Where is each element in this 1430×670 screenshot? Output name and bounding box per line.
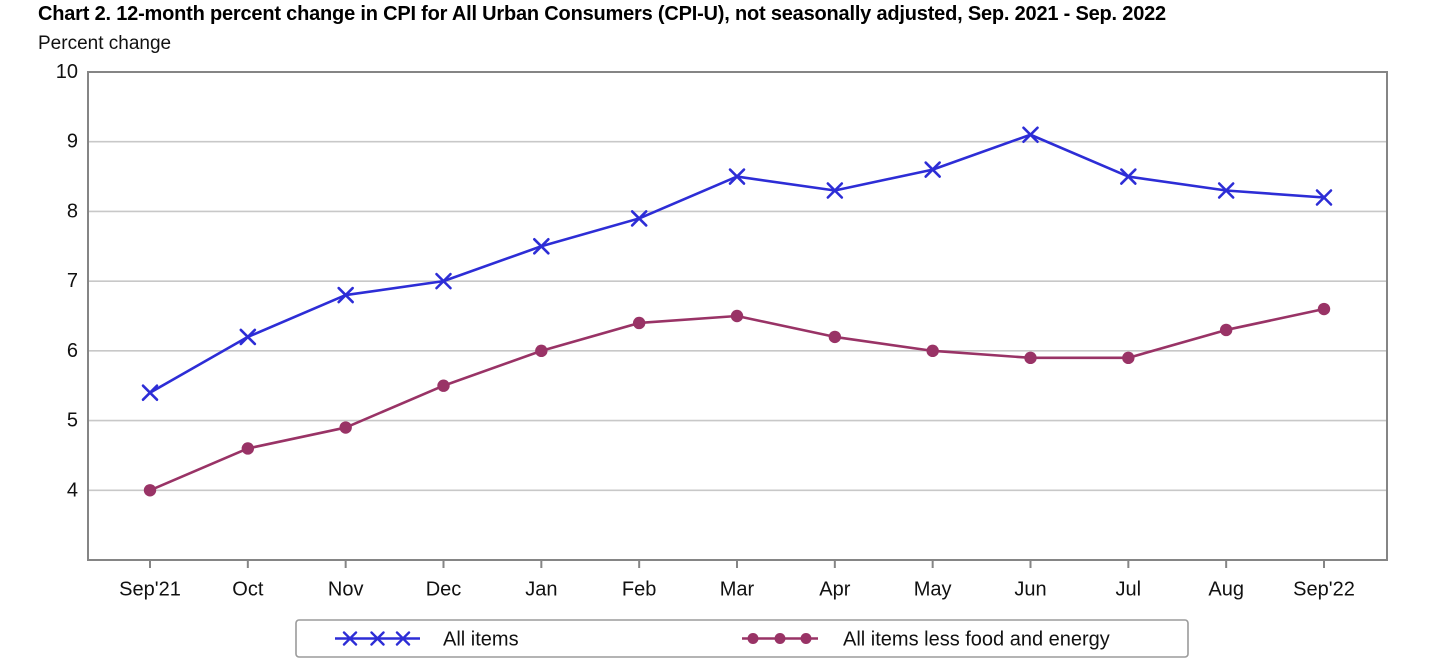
- x-tick-label: Jul: [1116, 579, 1142, 601]
- chart-title: Chart 2. 12-month percent change in CPI …: [38, 3, 1166, 25]
- y-tick-label: 6: [67, 340, 78, 362]
- x-marker: [630, 210, 648, 227]
- circle-marker: [437, 379, 450, 392]
- legend-label: All items: [443, 629, 519, 651]
- y-tick-label: 4: [67, 479, 78, 501]
- circle-marker: [774, 633, 786, 644]
- x-marker: [826, 182, 844, 199]
- x-marker: [435, 272, 452, 290]
- x-tick-label: Mar: [720, 579, 755, 601]
- x-tick-label: Oct: [232, 579, 264, 601]
- circle-marker: [1317, 302, 1331, 316]
- series-all-items-less-food-and-energy: [143, 302, 1331, 497]
- gridlines: [88, 140, 1387, 492]
- circle-marker: [241, 442, 255, 455]
- circle-marker: [339, 421, 352, 434]
- x-tick-label: Feb: [622, 579, 656, 601]
- x-axis: Sep'21 Oct Nov Dec Jan Feb Mar Apr May Jun Jul Aug S…: [119, 560, 1355, 601]
- x-tick-label: Sep'21: [119, 579, 181, 601]
- circle-marker: [828, 330, 842, 344]
- legend-item-all-items-less-food-and-energy: All items less food and energy: [742, 629, 1110, 651]
- x-marker: [395, 631, 411, 646]
- circle-marker: [535, 344, 548, 358]
- series-line-all-items: [149, 133, 1325, 394]
- x-marker: [1217, 182, 1235, 199]
- y-axis-unit-label: Percent change: [38, 33, 172, 54]
- series-all-items: [141, 126, 1333, 401]
- y-tick-label: 8: [67, 200, 78, 222]
- legend-label: All items less food and energy: [843, 629, 1110, 651]
- x-marker: [1315, 189, 1333, 206]
- circle-marker: [800, 633, 812, 644]
- circle-marker: [1024, 351, 1037, 365]
- x-tick-label: Sep'22: [1293, 579, 1355, 601]
- x-marker: [1022, 126, 1039, 144]
- x-marker: [239, 328, 257, 346]
- y-axis-labels: 4 5 6 7 8 9 10: [56, 61, 78, 501]
- x-tick-label: Apr: [819, 579, 850, 601]
- legend-item-all-items: All items: [335, 629, 519, 651]
- y-tick-label: 10: [56, 61, 78, 83]
- x-tick-label: Jan: [525, 579, 557, 601]
- x-marker: [342, 631, 358, 646]
- y-tick-label: 7: [67, 270, 78, 292]
- series-line-all-items-less-food-and-energy: [149, 307, 1325, 492]
- circle-marker: [632, 316, 646, 330]
- x-marker: [728, 168, 746, 185]
- x-tick-label: May: [914, 579, 952, 601]
- x-marker: [141, 384, 159, 401]
- circle-marker: [1122, 351, 1135, 365]
- circle-marker: [730, 309, 744, 323]
- x-marker: [924, 161, 941, 178]
- x-tick-label: Nov: [328, 579, 364, 601]
- y-tick-label: 5: [67, 410, 78, 432]
- legend: All items All items less food and energy: [295, 619, 1189, 658]
- x-tick-label: Jun: [1014, 579, 1046, 601]
- circle-marker: [1219, 323, 1233, 337]
- x-tick-label: Aug: [1208, 579, 1244, 601]
- circle-marker: [143, 484, 157, 497]
- circle-marker: [926, 344, 939, 358]
- x-marker: [337, 286, 354, 304]
- x-marker: [370, 631, 385, 646]
- circle-marker: [747, 633, 759, 644]
- y-tick-label: 9: [67, 131, 78, 153]
- x-marker: [533, 237, 550, 255]
- x-marker: [1120, 168, 1137, 185]
- x-tick-label: Dec: [426, 579, 462, 601]
